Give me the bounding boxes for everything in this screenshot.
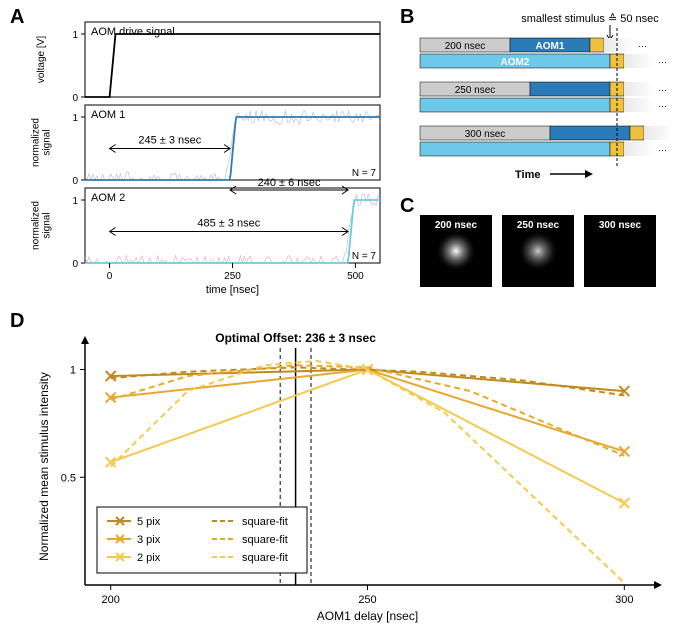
svg-text:AOM 2: AOM 2 [91, 192, 125, 204]
svg-text:3 pix: 3 pix [137, 534, 161, 546]
svg-text:250 nsec: 250 nsec [455, 85, 496, 96]
svg-text:N = 7: N = 7 [352, 168, 377, 179]
panel-a: 0 1 voltage [V] AOM drive signal 0 1 normalize… [30, 10, 390, 300]
svg-text:signal: signal [42, 129, 53, 155]
svg-text:AOM1: AOM1 [536, 41, 565, 52]
svg-text:0: 0 [72, 93, 78, 104]
svg-text:···: ··· [658, 145, 667, 155]
svg-text:square-fit: square-fit [242, 534, 288, 546]
panel-b-label: B [400, 6, 414, 29]
svg-text:Normalized mean stimulus inten: Normalized mean stimulus intensity [37, 372, 51, 561]
svg-text:square-fit: square-fit [242, 516, 288, 528]
svg-text:2 pix: 2 pix [137, 552, 161, 564]
svg-text:AOM 1: AOM 1 [91, 109, 125, 121]
svg-text:240 ± 6 nsec: 240 ± 6 nsec [258, 177, 321, 189]
svg-text:250: 250 [224, 271, 241, 282]
svg-text:normalized: normalized [31, 201, 42, 250]
svg-text:1: 1 [70, 365, 76, 377]
svg-text:AOM1 delay [nsec]: AOM1 delay [nsec] [317, 609, 418, 623]
svg-text:normalized: normalized [31, 118, 42, 167]
panel-d: 200 250 300 0.5 1 AOM1 delay [nsec] Normalized… [30, 320, 665, 625]
svg-text:0.5: 0.5 [61, 472, 76, 484]
panel-b: smallest stimulus ≙ 50 nsec 200 nsec AOM1 ·… [415, 10, 670, 190]
svg-text:200: 200 [102, 594, 120, 606]
svg-text:0: 0 [72, 259, 78, 270]
svg-text:0: 0 [107, 271, 113, 282]
svg-text:Time: Time [515, 169, 540, 181]
svg-text:245 ± 3 nsec: 245 ± 3 nsec [138, 135, 201, 147]
svg-text:200 nsec: 200 nsec [435, 220, 478, 231]
svg-text:0: 0 [72, 176, 78, 187]
svg-text:1: 1 [72, 30, 78, 41]
svg-text:500: 500 [347, 271, 364, 282]
panel-d-label: D [10, 310, 24, 333]
svg-text:1: 1 [72, 113, 78, 124]
svg-text:square-fit: square-fit [242, 552, 288, 564]
svg-text:1: 1 [72, 196, 78, 207]
svg-text:AOM drive signal: AOM drive signal [91, 26, 175, 38]
svg-text:···: ··· [658, 101, 667, 111]
panel-c-label: C [400, 195, 414, 218]
svg-text:300 nsec: 300 nsec [465, 129, 506, 140]
svg-text:250: 250 [358, 594, 376, 606]
svg-text:Optimal Offset: 236 ± 3 nsec: Optimal Offset: 236 ± 3 nsec [215, 331, 376, 345]
svg-text:voltage [V]: voltage [V] [36, 36, 47, 83]
svg-text:signal: signal [42, 212, 53, 238]
svg-text:200 nsec: 200 nsec [445, 41, 486, 52]
svg-text:smallest stimulus ≙ 50 nsec: smallest stimulus ≙ 50 nsec [521, 13, 659, 25]
svg-text:···: ··· [658, 57, 667, 67]
panel-a-label: A [10, 6, 24, 29]
svg-text:AOM2: AOM2 [501, 57, 530, 68]
svg-text:485 ± 3 nsec: 485 ± 3 nsec [197, 218, 260, 230]
svg-text:···: ··· [658, 85, 667, 95]
svg-text:250 nsec: 250 nsec [517, 220, 560, 231]
svg-text:300 nsec: 300 nsec [599, 220, 642, 231]
panel-c: 200 nsec 250 nsec 300 nsec [420, 200, 670, 295]
svg-text:300: 300 [615, 594, 633, 606]
svg-text:N = 7: N = 7 [352, 251, 377, 262]
svg-text:···: ··· [638, 41, 647, 51]
svg-text:time [nsec]: time [nsec] [206, 284, 259, 296]
svg-text:5 pix: 5 pix [137, 516, 161, 528]
